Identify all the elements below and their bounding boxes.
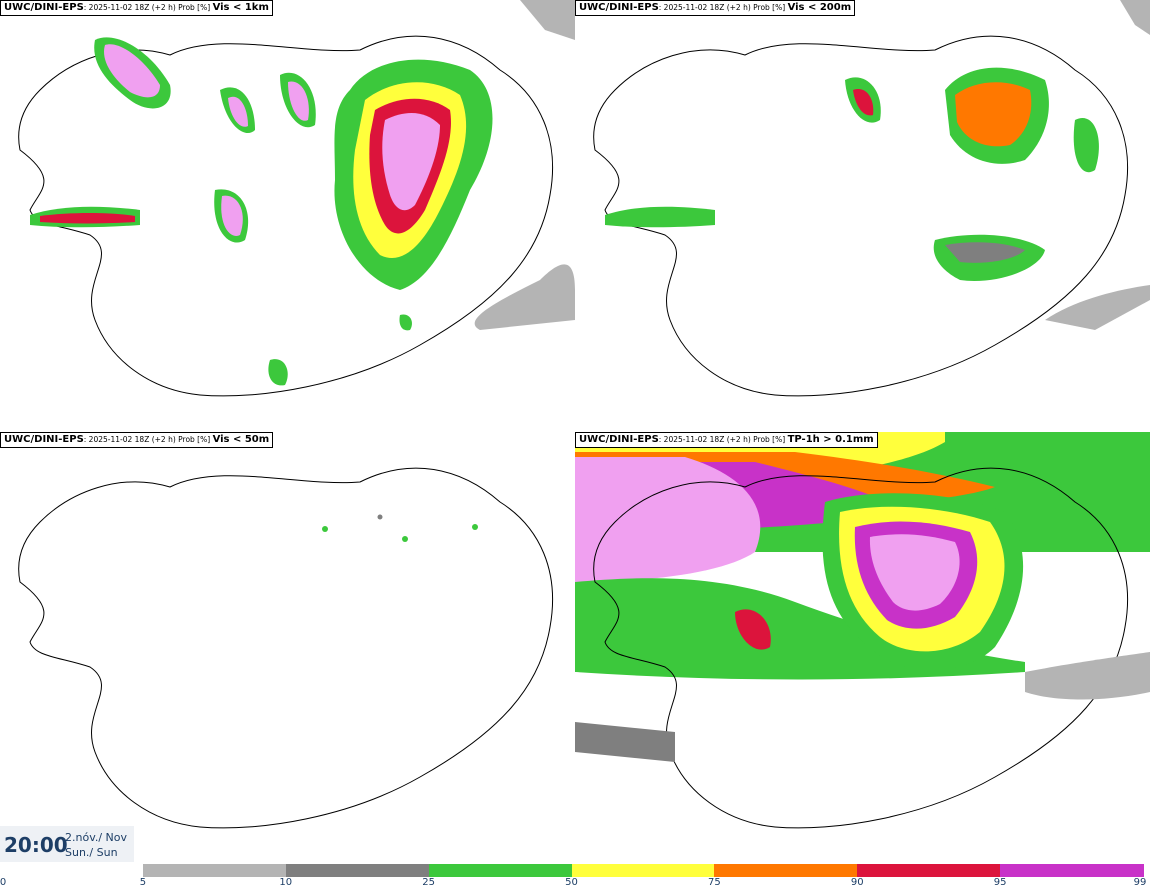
colorbar-tick-label: 90 (850, 877, 864, 888)
valid-time: 20:00 (4, 833, 68, 857)
colorbar-tick-label: 50 (565, 877, 578, 888)
colorbar-tick-label: 25 (422, 877, 435, 888)
colorbar-segment (714, 864, 859, 877)
colorbar-segment (428, 864, 573, 877)
panel-title: UWC/DINI-EPS: 2025-11-02 18Z (+2 h) Prob… (575, 0, 856, 16)
run-info: : 2025-11-02 18Z (+2 h) Prob [%] (83, 3, 213, 12)
panel-title: UWC/DINI-EPS: 2025-11-02 18Z (+2 h) Prob… (0, 432, 274, 448)
probability-colorbar: 0 5 10 25 50 75 90 95 99 (0, 862, 1150, 891)
run-info: : 2025-11-02 18Z (+2 h) Prob [%] (658, 435, 788, 444)
colorbar-tick-label: 5 (139, 877, 147, 888)
parameter-label: Vis < 200m (787, 2, 852, 13)
parameter-label: TP-1h > 0.1mm (787, 434, 874, 445)
colorbar-segment (142, 864, 287, 877)
colorbar-segment (285, 864, 430, 877)
map-panel-vis-50m: UWC/DINI-EPS: 2025-11-02 18Z (+2 h) Prob… (0, 432, 575, 862)
panel-title: UWC/DINI-EPS: 2025-11-02 18Z (+2 h) Prob… (575, 432, 878, 448)
run-info: : 2025-11-02 18Z (+2 h) Prob [%] (83, 435, 213, 444)
map-vis-200m (593, 0, 1150, 397)
map-panel-vis-200m: UWC/DINI-EPS: 2025-11-02 18Z (+2 h) Prob… (575, 0, 1150, 430)
colorbar-segment (0, 864, 144, 877)
colorbar-segment (857, 864, 1002, 877)
map-panel-tp-1h: UWC/DINI-EPS: 2025-11-02 18Z (+2 h) Prob… (575, 432, 1150, 862)
timestamp-box: 20:00 2.nóv./ Nov Sun./ Sun (0, 826, 134, 862)
colorbar-tick-label: 10 (279, 877, 293, 888)
panel-title: UWC/DINI-EPS: 2025-11-02 18Z (+2 h) Prob… (0, 0, 273, 16)
run-info: : 2025-11-02 18Z (+2 h) Prob [%] (658, 3, 788, 12)
valid-date: 2.nóv./ Nov (65, 831, 128, 844)
model-label: UWC/DINI-EPS (579, 434, 659, 445)
model-label: UWC/DINI-EPS (579, 2, 659, 13)
map-vis-1km (18, 0, 575, 397)
model-label: UWC/DINI-EPS (4, 434, 84, 445)
parameter-label: Vis < 1km (212, 2, 269, 13)
colorbar-tick-label: 95 (993, 877, 1007, 888)
colorbar-tick-label: 75 (708, 877, 721, 888)
map-panel-vis-1km: UWC/DINI-EPS: 2025-11-02 18Z (+2 h) Prob… (0, 0, 575, 430)
model-label: UWC/DINI-EPS (4, 2, 84, 13)
valid-weekday: Sun./ Sun (65, 846, 118, 859)
colorbar-segment (1000, 864, 1144, 877)
map-tp-1h (575, 432, 1150, 829)
colorbar-tick-label: 99 (1133, 877, 1147, 888)
map-vis-50m (18, 467, 554, 829)
colorbar-segment (571, 864, 716, 877)
colorbar-tick-label: 0 (0, 877, 7, 888)
parameter-label: Vis < 50m (212, 434, 270, 445)
